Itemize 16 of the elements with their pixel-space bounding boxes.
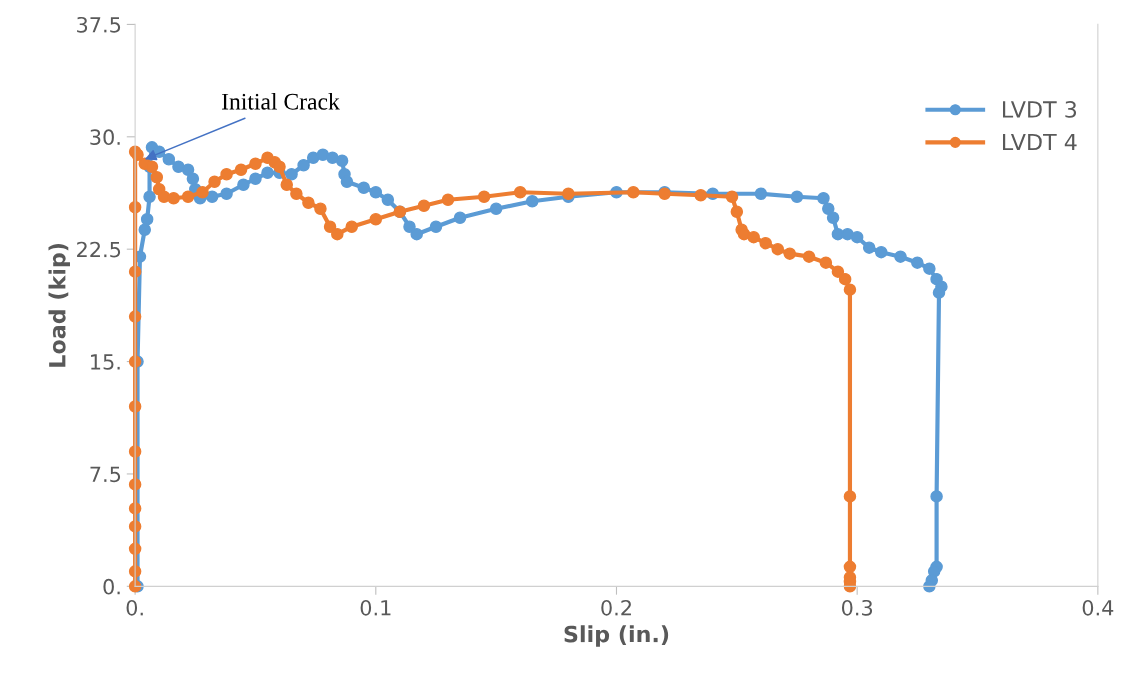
y-tick-label: 15. (91, 354, 120, 370)
y-axis-title: Load (kip) (48, 243, 70, 367)
legend-label: LVDT 3 (1003, 101, 1077, 118)
x-tick-label: 0.4 (1082, 599, 1114, 616)
y-tick-label: 30. (90, 129, 120, 146)
legend-label: LVDT 4 (1003, 133, 1077, 151)
x-tick-label: 0. (126, 599, 143, 616)
x-tick-label: 0.1 (360, 599, 391, 616)
y-tick-label: 37.5 (77, 16, 121, 33)
x-axis-title: Slip (in.) (564, 625, 669, 647)
y-tick-label: 7.5 (90, 466, 121, 483)
y-tick-label: 0. (103, 578, 120, 595)
x-tick-label: 0.3 (841, 599, 873, 616)
annotation: Initial Crack (221, 93, 340, 110)
y-tick-label: 22.5 (77, 241, 121, 258)
x-tick-label: 0.2 (601, 599, 631, 616)
